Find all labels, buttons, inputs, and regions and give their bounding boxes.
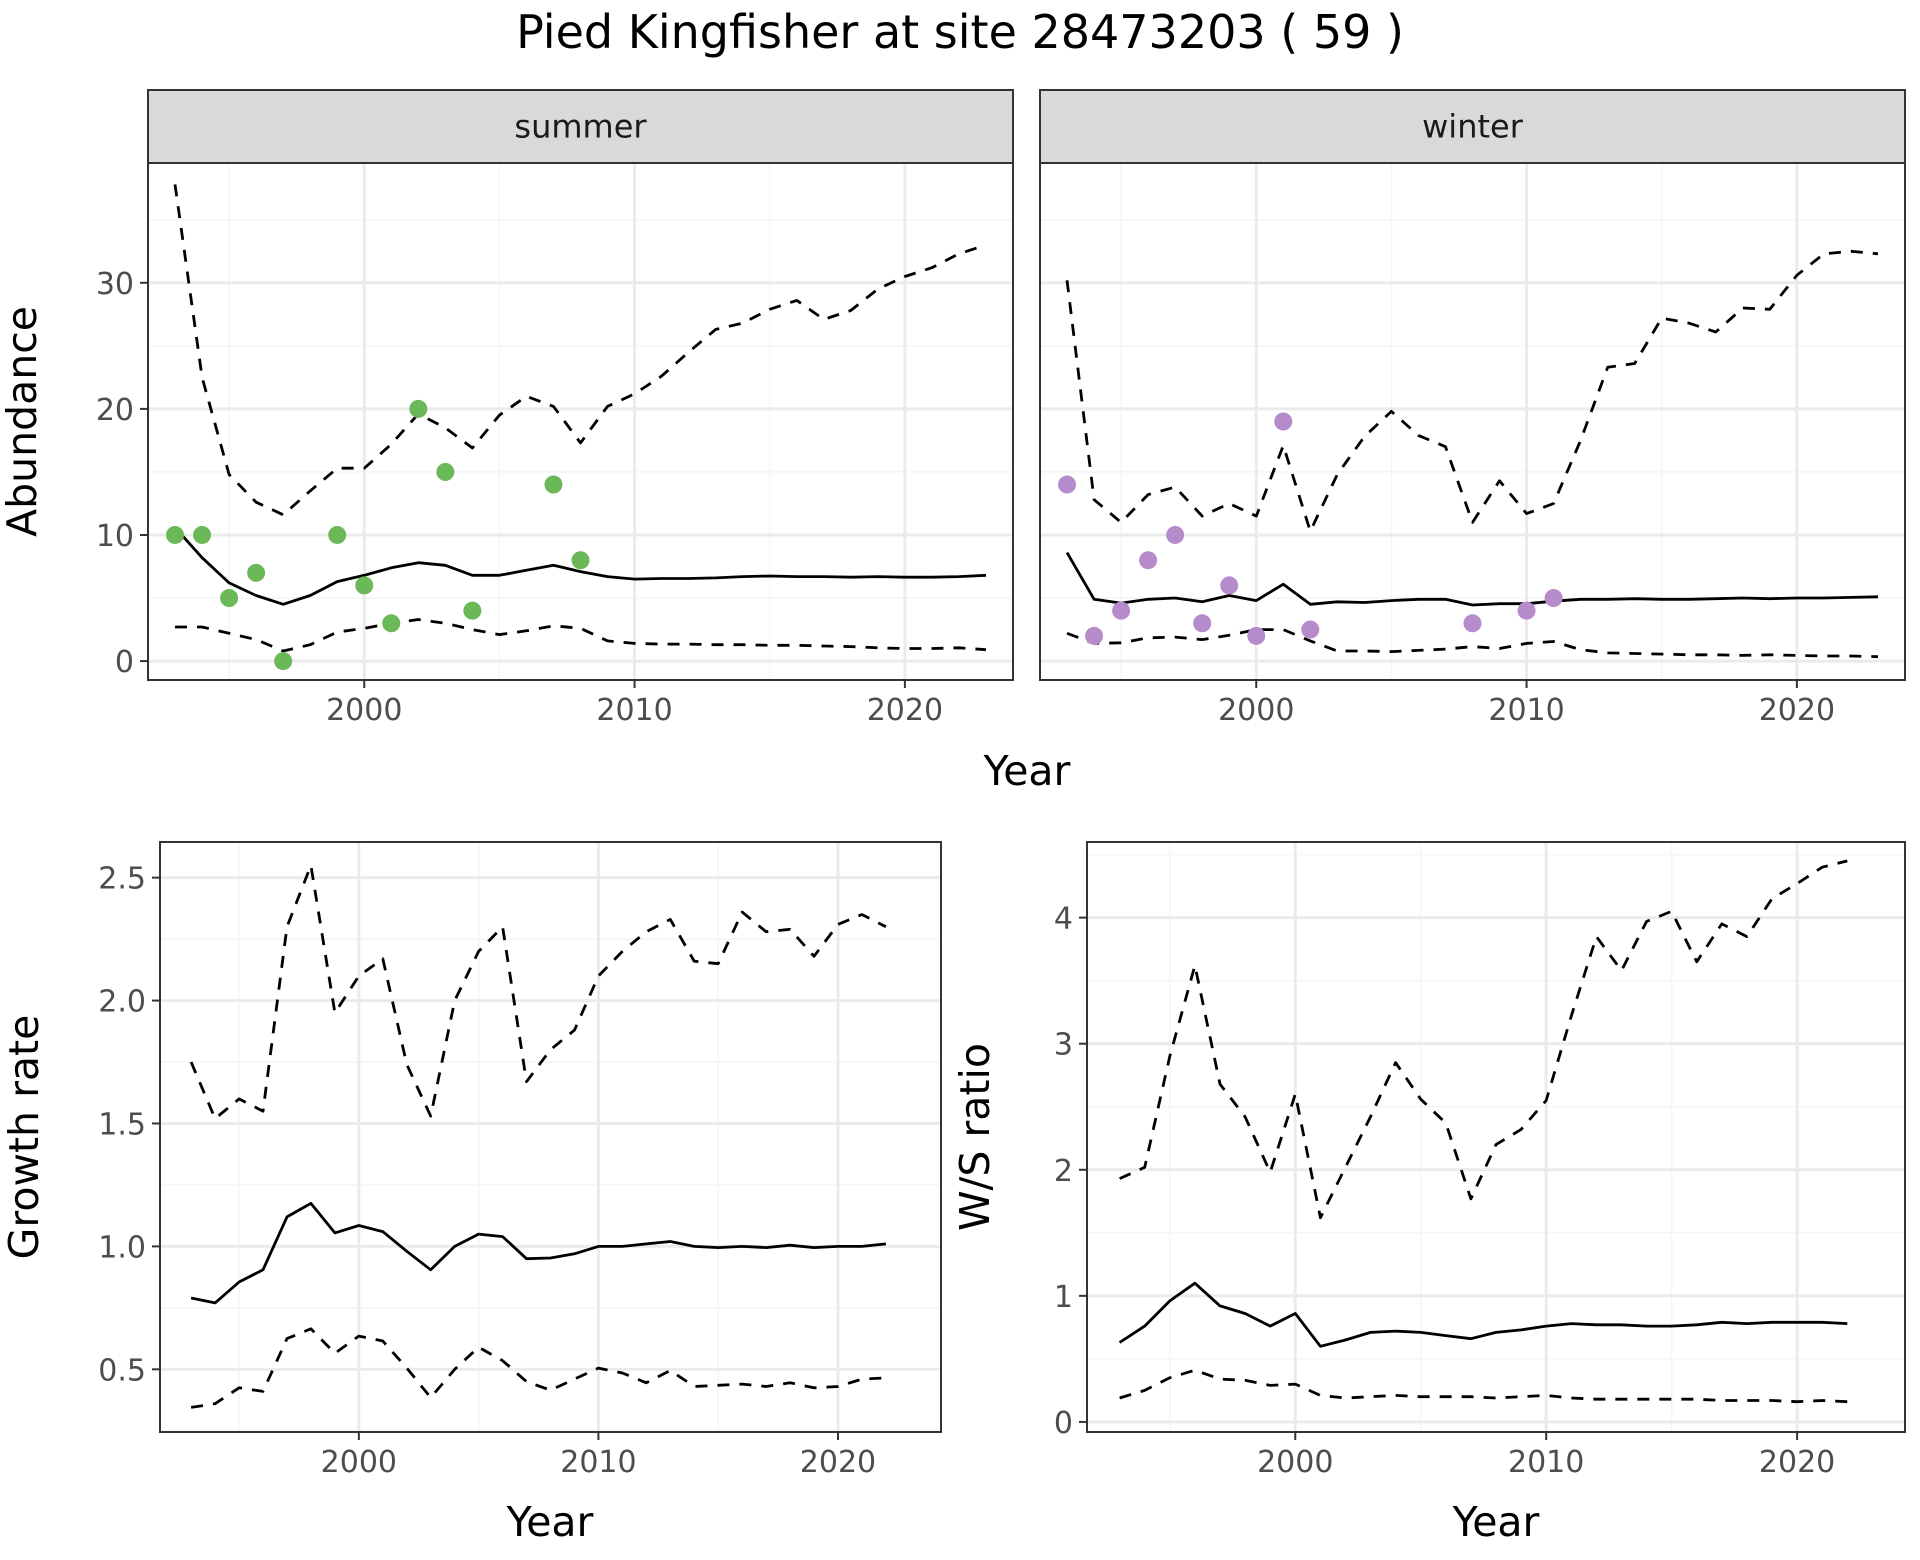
x-tick-label: 2000: [321, 1445, 397, 1480]
observation-point: [1463, 614, 1482, 633]
x-tick-label: 2010: [1508, 1445, 1584, 1480]
y-tick-label: 1.5: [98, 1107, 146, 1142]
observation-point: [571, 551, 590, 570]
y-axis-title: Abundance: [0, 306, 46, 537]
panel-background: [1087, 842, 1905, 1432]
y-tick-label: 0.5: [98, 1353, 146, 1388]
x-tick-label: 2000: [326, 693, 402, 728]
observation-point: [382, 614, 401, 633]
facet-strip: [1039, 89, 1906, 164]
trend-line: [1118, 1281, 1848, 1348]
y-tick-label: 10: [96, 519, 134, 554]
x-tick-label: 2010: [560, 1445, 636, 1480]
x-tick-label: 2020: [1759, 1445, 1835, 1480]
observation-point: [463, 601, 482, 620]
panel-border: [159, 841, 942, 1433]
observation-point: [1058, 475, 1077, 494]
observation-point: [1139, 551, 1158, 570]
y-tick-label: 4: [1054, 902, 1073, 937]
observation-point: [409, 399, 428, 418]
y-tick-label: 3: [1054, 1028, 1073, 1063]
observation-point: [1274, 412, 1293, 431]
observation-point: [247, 563, 266, 582]
y-tick-label: 20: [96, 393, 134, 428]
observation-point: [1544, 589, 1563, 608]
panel-border: [1086, 841, 1906, 1433]
x-tick-label: 2020: [1759, 693, 1835, 728]
trend-line: [190, 1202, 887, 1305]
winter-panel: 2000 2010 2020 winter: [1039, 89, 1906, 728]
confidence-bound-line: [1119, 859, 1848, 1220]
trend-line: [1065, 551, 1879, 607]
chart-title: Pied Kingfisher at site 28473203 ( 59 ): [516, 5, 1404, 59]
y-tick-label: 1.0: [98, 1230, 146, 1265]
y-tick-label: 1: [1054, 1280, 1073, 1315]
observation-point: [1301, 620, 1320, 639]
y-tick-label: 0: [1054, 1406, 1073, 1441]
observation-point: [166, 525, 185, 544]
confidence-bound-line: [189, 864, 887, 1120]
y-tick-label: 0: [115, 645, 134, 680]
confidence-bound-line: [1119, 1368, 1848, 1404]
confidence-bound-line: [190, 1327, 886, 1409]
confidence-bound-line: [1065, 249, 1879, 533]
y-tick-label: 2: [1054, 1154, 1073, 1189]
observation-point: [355, 576, 374, 595]
facet-strip-label: winter: [1422, 108, 1524, 146]
trend-line: [173, 526, 987, 606]
growth-rate-panel: 2000 2010 2020 0.5 1.0 1.5 2.0 2.5 Growth rate: [0, 841, 942, 1480]
x-tick-label: 2000: [1257, 1445, 1333, 1480]
ws-ratio-panel: 2000 2010 2020 0 1 2 3 4 W/S ratio: [951, 841, 1906, 1480]
observation-point: [1220, 576, 1239, 595]
panel-background: [1040, 163, 1905, 680]
x-tick-label: 2000: [1218, 693, 1294, 728]
y-axis-title: W/S ratio: [951, 1043, 999, 1231]
y-tick-label: 2.0: [98, 985, 146, 1020]
y-axis-title: Growth rate: [0, 1015, 48, 1260]
observation-point: [436, 462, 455, 481]
observation-point: [1247, 626, 1266, 645]
observation-point: [1085, 626, 1104, 645]
x-tick-label: 2020: [800, 1445, 876, 1480]
observation-point: [193, 525, 212, 544]
confidence-bound-line: [173, 184, 987, 517]
panel-background: [160, 842, 941, 1432]
observation-point: [1166, 525, 1185, 544]
observation-point: [1517, 601, 1536, 620]
panel-background: [148, 163, 1013, 680]
x-tick-label: 2010: [596, 693, 672, 728]
observation-point: [1193, 614, 1212, 633]
y-tick-label: 2.5: [98, 862, 146, 897]
observation-point: [1112, 601, 1131, 620]
confidence-bound-line: [1066, 628, 1879, 659]
observation-point: [328, 525, 347, 544]
x-tick-label: 2020: [867, 693, 943, 728]
confidence-bound-line: [175, 618, 987, 653]
summer-panel: 2000 2010 2020 0 10 20 30 summer Abundance: [0, 89, 1014, 728]
observation-point: [220, 589, 239, 608]
observation-point: [274, 652, 293, 671]
x-axis-title: Year: [506, 1498, 594, 1546]
facet-strip-label: summer: [514, 108, 647, 146]
y-tick-label: 30: [96, 267, 134, 302]
observation-point: [544, 475, 563, 494]
x-axis-title: Year: [983, 747, 1071, 795]
x-tick-label: 2010: [1488, 693, 1564, 728]
facet-strip: [147, 89, 1014, 164]
x-axis-title: Year: [1452, 1498, 1540, 1546]
